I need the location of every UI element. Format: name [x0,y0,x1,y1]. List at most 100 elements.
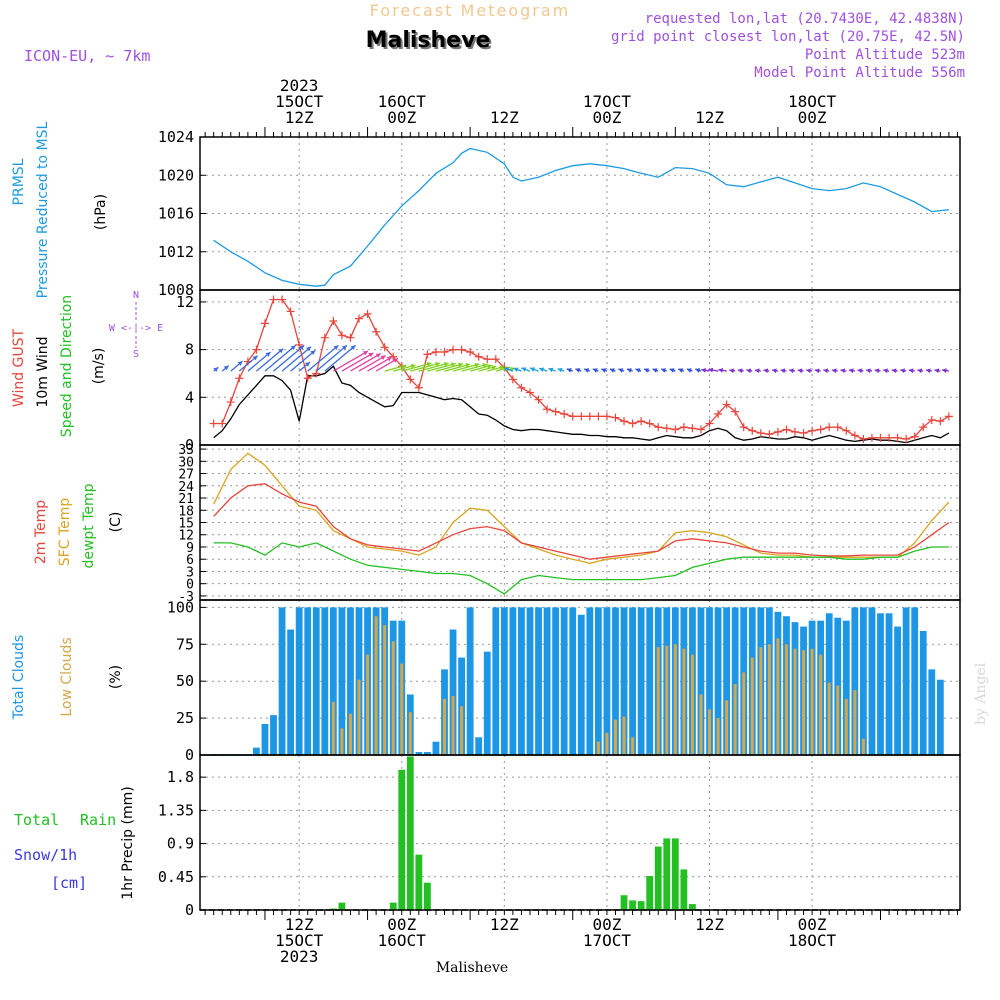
pct-unit: (%) [108,665,124,689]
wind-vector-head [474,362,480,368]
top-axis-label: 12Z [695,108,724,127]
panel4-labels: Total Clouds Low Clouds (%) [11,635,124,720]
gust-marker [252,345,261,354]
y-tick-label: 30 [178,455,194,470]
wind-vector-head [840,368,846,374]
gust-marker [611,413,620,422]
y-tick-label: 4 [185,388,194,406]
total-cloud-bar [424,752,431,755]
total-cloud-bar [928,669,936,755]
gust-marker [235,374,244,383]
wind-vector-head [491,365,497,370]
low-clouds-label: Low Clouds [59,637,75,716]
wind-vector [256,348,284,372]
gust-marker [748,426,757,435]
y-tick-label: 75 [176,635,194,653]
y-tick-label: 1012 [158,243,194,261]
total-cloud-bar [466,607,474,755]
rain-bar [689,904,696,910]
precip-unit: 1hr Precip (mm) [120,786,136,899]
wind-vector-head [435,361,441,367]
dewpt-label: dewpt Temp [81,483,97,568]
rain-bar [654,846,662,910]
total-cloud-bar [287,629,295,755]
y-tick-label: 1.8 [167,768,194,786]
wind-vector-head [883,368,888,374]
low-cloud-bar [622,716,626,755]
snow-label: Snow/1h [14,846,77,864]
total-cloud-bar [261,724,269,755]
low-cloud-bar [605,732,609,755]
gust-marker [389,352,398,361]
low-cloud-bar [631,737,635,755]
wind-vector [290,349,316,372]
gust-marker [466,348,475,356]
bottom-axis-label: 17OCT [583,931,632,950]
compass-south: S [133,349,139,360]
wind-vector-head [566,368,572,373]
total-cloud-bar [577,614,585,755]
low-cloud-bar [742,672,746,755]
gust-marker [808,426,817,435]
low-cloud-bar [383,625,387,755]
gust-marker [885,433,894,442]
wind-vector [273,344,305,372]
gust-marker [927,415,936,424]
requested-coords: requested lon,lat (20.7430E, 42.4838N) [645,11,965,27]
wind-vector-head [450,362,456,367]
gust-marker [876,433,885,442]
footer-location: Malisheve [436,960,508,976]
gust-marker [799,429,808,438]
top-axis-label: 12Z [490,108,519,127]
top-axis-label: 00Z [798,108,827,127]
total-cloud-bar [919,631,927,755]
rain-label: Rain [80,811,116,829]
gust-marker [380,343,389,352]
gust-marker [791,427,800,436]
wind-vector-head [401,364,407,369]
sfc-label: SFC Temp [57,498,73,567]
wind-vector-head [652,368,658,373]
wind-vector-head [771,368,777,374]
panel5-labels: Total Rain Snow/1h [cm] 1hr Precip (mm) [14,786,136,899]
top-axis-label: 00Z [592,108,621,127]
gust-marker [218,419,227,428]
gust-marker [867,433,876,442]
wind-vector-head [866,368,871,374]
gust-marker [355,314,364,323]
wind-vector-head [746,368,752,374]
wind-vector [367,356,393,372]
y-tick-label: 6 [186,553,194,568]
total-cloud-bar [526,607,534,755]
low-cloud-bar [613,719,617,755]
wind-vector-head [780,368,786,374]
y-tick-label: 8 [185,341,194,359]
bottom-axis-label: 12Z [695,915,724,934]
low-cloud-bar [844,698,848,755]
wind-vector [315,344,348,372]
bottom-axis-label: 12Z [490,915,519,934]
low-cloud-bar [451,695,455,755]
total-cloud-bar [295,607,303,755]
low-cloud-bar [836,685,840,755]
wind-vector-head [539,367,545,372]
wind-vector-head [644,368,649,373]
wind-vector-head [410,363,416,369]
y-tick-label: 3 [186,565,194,580]
y-tick-label: 1020 [158,166,194,184]
wind-vector-head [521,367,527,372]
gust-marker [944,412,953,421]
total-cloud-bar [620,607,628,755]
low-cloud-bar [357,679,361,755]
total-cloud-bar [415,752,423,755]
wind-vector-head [237,361,243,366]
y-tick-label: -3 [178,590,194,605]
low-cloud-bar [725,700,729,755]
low-cloud-bar [348,713,352,755]
total-cloud-bar [706,607,713,755]
gust-marker [705,419,714,428]
wind-vector-head [392,358,398,363]
gust-marker [645,419,654,428]
wind-vector [247,351,271,372]
wind-vector-head [584,368,590,373]
